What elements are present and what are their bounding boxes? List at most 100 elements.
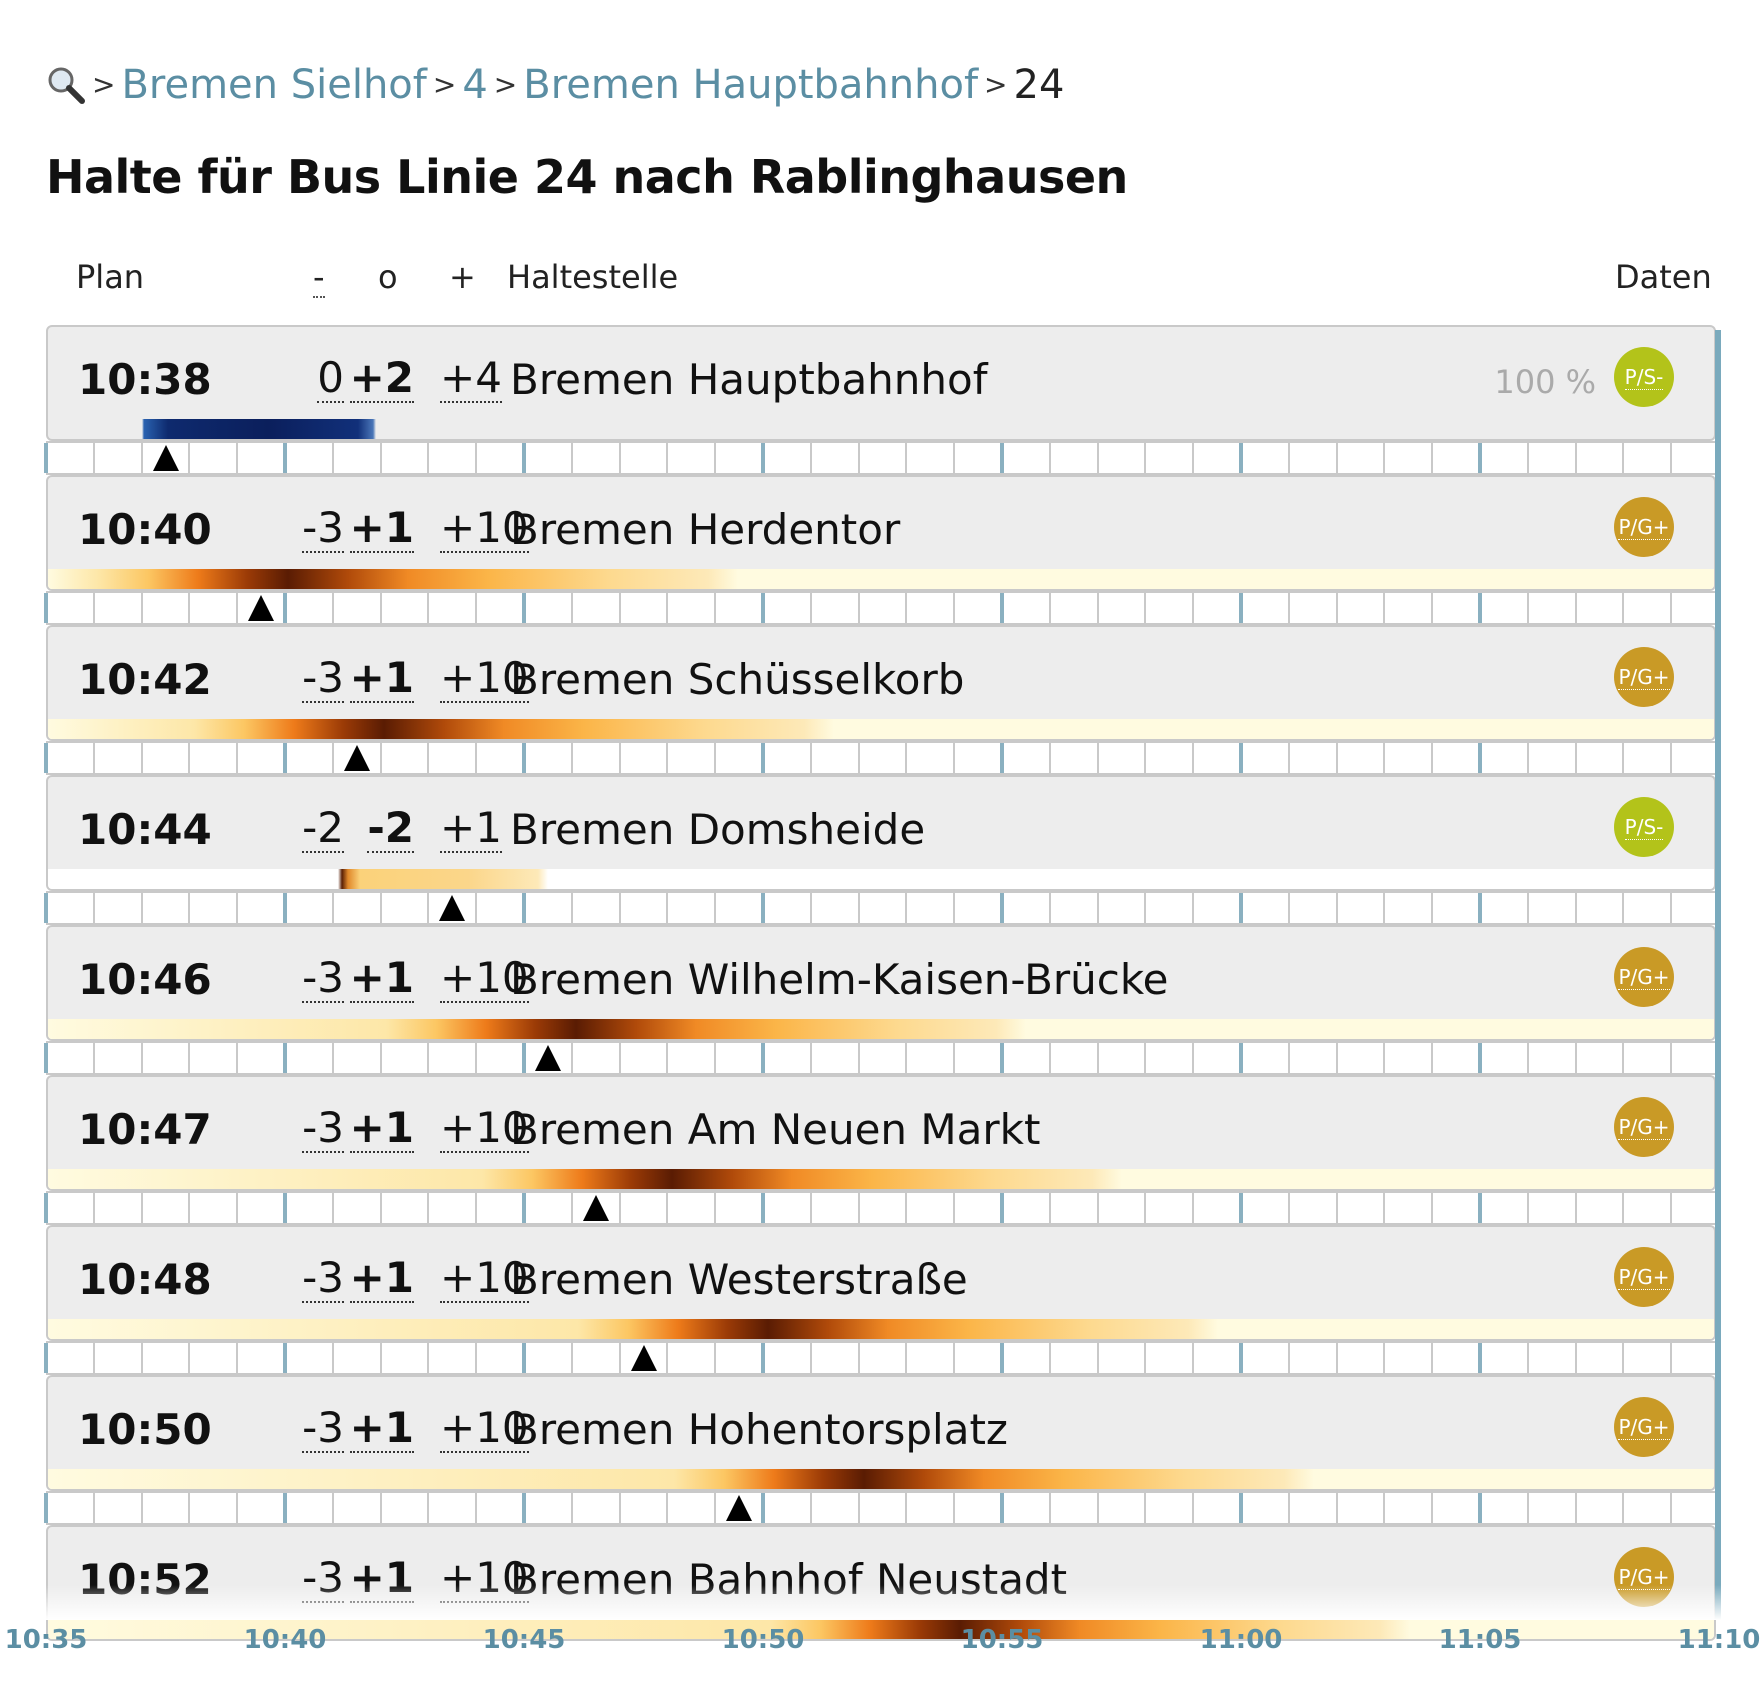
stop-row[interactable]: 10:42 -3 +1 +10 Bremen Schüsselkorb P/G+ [46,625,1716,741]
grid-line [92,893,95,923]
grid-line [236,1343,239,1373]
grid-line [1287,893,1290,923]
magnifier-icon[interactable] [46,65,86,105]
delay-median[interactable]: +1 [349,1103,414,1153]
grid-line [857,743,860,773]
delay-early[interactable]: 0 [317,353,344,403]
delay-median[interactable]: +2 [349,353,414,403]
delay-late[interactable]: +10 [440,1403,529,1453]
stop-name[interactable]: Bremen Herdentor [510,505,901,554]
grid-line [666,743,669,773]
stop-row[interactable]: 10:40 -3 +1 +10 Bremen Herdentor P/G+ [46,475,1716,591]
data-source-badge[interactable]: P/G+ [1614,1097,1674,1157]
grid-line [1478,743,1482,773]
delay-median[interactable]: +1 [349,1253,414,1303]
planned-time: 10:47 [78,1105,212,1154]
data-source-badge[interactable]: P/G+ [1614,497,1674,557]
breadcrumb-separator: > [92,68,116,101]
stop-name[interactable]: Bremen Westerstraße [510,1255,968,1304]
grid-line [1144,1493,1147,1523]
grid-line [379,1343,382,1373]
minute-grid [44,1041,1721,1075]
delay-median[interactable]: +1 [349,953,414,1003]
grid-line [140,593,143,623]
stop-row[interactable]: 10:50 -3 +1 +10 Bremen Hohentorsplatz P/G+ [46,1375,1716,1491]
delay-early[interactable]: -3 [302,1403,344,1453]
delay-late[interactable]: +10 [440,953,529,1003]
stop-name[interactable]: Bremen Am Neuen Markt [510,1105,1041,1154]
delay-median[interactable]: +1 [349,1403,414,1453]
grid-line [714,593,717,623]
grid-line [44,1493,48,1523]
grid-line [714,743,717,773]
data-source-badge[interactable]: P/S- [1614,797,1674,857]
grid-line [1383,893,1386,923]
data-source-badge[interactable]: P/G+ [1614,1247,1674,1307]
grid-line [905,443,908,473]
breadcrumb-link-station[interactable]: Bremen Hauptbahnhof [523,62,979,108]
stop-name[interactable]: Bremen Domsheide [510,805,926,854]
delay-late[interactable]: +10 [440,1103,529,1153]
data-quality-percent: 100 % [1494,363,1596,401]
expected-arrival-marker [248,595,275,621]
delay-late[interactable]: +10 [440,503,529,553]
delay-late[interactable]: +4 [440,353,502,403]
grid-line [44,1343,48,1373]
column-header-plan: Plan [76,258,145,296]
delay-median[interactable]: +1 [349,503,414,553]
delay-early[interactable]: -3 [302,653,344,703]
grid-line [44,893,48,923]
stop-name[interactable]: Bremen Schüsselkorb [510,655,965,704]
axis-tick-label: 10:35 [4,1625,88,1655]
stop-row[interactable]: 10:47 -3 +1 +10 Bremen Am Neuen Markt P/G+ [46,1075,1716,1191]
breadcrumb-link-origin[interactable]: Bremen Sielhof [121,62,427,108]
stop-row[interactable]: 10:52 -3 +1 +10 Bremen Bahnhof Neustadt P/G+ [46,1525,1716,1641]
grid-line [905,743,908,773]
stop-row[interactable]: 10:44 -2 -2 +1 Bremen Domsheide P/S- [46,775,1716,891]
delay-early[interactable]: -2 [302,803,344,853]
grid-line [809,443,812,473]
grid-line [1144,1343,1147,1373]
delay-late[interactable]: +1 [440,803,502,853]
data-source-badge[interactable]: P/G+ [1614,647,1674,707]
breadcrumb-link-line[interactable]: 4 [462,62,488,108]
delay-median[interactable]: -2 [367,803,414,853]
grid-line [809,743,812,773]
data-source-badge[interactable]: P/G+ [1614,1397,1674,1457]
data-source-badge[interactable]: P/G+ [1614,947,1674,1007]
stop-name[interactable]: Bremen Hohentorsplatz [510,1405,1008,1454]
stop-name[interactable]: Bremen Wilhelm-Kaisen-Brücke [510,955,1169,1004]
delay-early[interactable]: -3 [302,1253,344,1303]
grid-line [618,743,621,773]
grid-line [714,1493,717,1523]
grid-line [1383,1343,1386,1373]
grid-line [857,1193,860,1223]
grid-line [666,1043,669,1073]
delay-early[interactable]: -3 [302,503,344,553]
grid-line [1287,443,1290,473]
grid-line [1383,1193,1386,1223]
planned-time: 10:40 [78,505,212,554]
grid-line [1478,1343,1482,1373]
axis-tick-label: 11:05 [1438,1625,1522,1655]
delay-late[interactable]: +10 [440,653,529,703]
delay-early[interactable]: -3 [302,953,344,1003]
grid-line [331,743,334,773]
delay-late[interactable]: +10 [440,1253,529,1303]
grid-line [905,893,908,923]
grid-line [522,1343,526,1373]
delay-median[interactable]: +1 [349,653,414,703]
grid-line [92,443,95,473]
grid-line [331,593,334,623]
grid-line [1144,1043,1147,1073]
stop-name[interactable]: Bremen Hauptbahnhof [510,355,988,404]
grid-line [1048,443,1051,473]
data-source-badge[interactable]: P/S- [1614,347,1674,407]
stop-row[interactable]: 10:38 0 +2 +4 Bremen Hauptbahnhof 100 % P/S- [46,325,1716,441]
grid-line [953,743,956,773]
grid-line [1096,1493,1099,1523]
delay-early[interactable]: -3 [302,1103,344,1153]
stop-row[interactable]: 10:48 -3 +1 +10 Bremen Westerstraße P/G+ [46,1225,1716,1341]
stop-row[interactable]: 10:46 -3 +1 +10 Bremen Wilhelm-Kaisen-Brücke… [46,925,1716,1041]
grid-line [236,593,239,623]
